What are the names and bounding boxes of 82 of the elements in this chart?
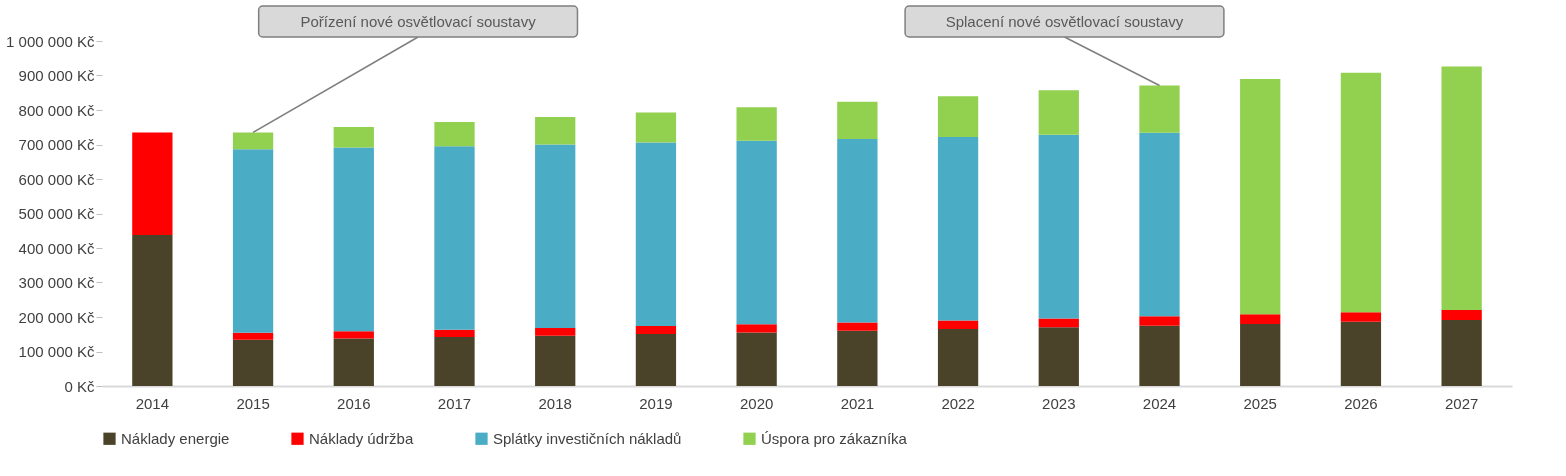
bar	[1038, 134, 1079, 319]
x-tick-label: 2019	[639, 394, 673, 412]
legend-label: Úspora pro zákazníka	[761, 429, 908, 447]
bar	[1340, 72, 1382, 313]
annotation: Pořízení nové osvětlovací soustavy	[300, 13, 537, 30]
bar	[635, 142, 677, 326]
bar	[837, 138, 878, 323]
bar	[333, 331, 374, 339]
bar	[635, 112, 677, 143]
bar	[736, 140, 777, 325]
bar	[132, 234, 173, 386]
x-tick-label: 2027	[1444, 394, 1479, 412]
x-tick-label: 2014	[135, 394, 170, 412]
y-tick-label: 200 000 Kč	[18, 308, 95, 326]
y-tick-label: 500 000 Kč	[18, 205, 95, 222]
bar	[736, 107, 777, 141]
bar	[1441, 310, 1482, 321]
bar	[232, 339, 274, 386]
bar	[1240, 314, 1281, 324]
x-tick-label: 2024	[1142, 394, 1177, 412]
legend-label: Náklady údržba	[309, 429, 414, 447]
bar	[837, 322, 878, 331]
annotation: Splacení nové osvětlovací soustavy	[945, 13, 1184, 30]
bar	[1441, 320, 1482, 386]
bar	[736, 332, 777, 386]
x-tick-label: 2026	[1344, 394, 1378, 412]
y-tick-label: 0 Kč	[64, 377, 95, 395]
bar	[1038, 90, 1079, 135]
bar	[434, 146, 475, 330]
bar	[837, 330, 878, 386]
y-tick-label: 900 000 Kč	[18, 67, 95, 84]
y-tick-label: 600 000 Kč	[18, 170, 95, 188]
y-tick-label: 700 000 Kč	[18, 136, 95, 153]
bar	[333, 338, 374, 386]
x-tick-label: 2016	[337, 394, 371, 412]
bar	[635, 333, 677, 386]
y-tick-label: 1 000 000 Kč	[6, 32, 95, 50]
x-tick-label: 2021	[840, 394, 875, 412]
bar	[434, 122, 475, 147]
x-tick-label: 2020	[739, 394, 774, 412]
bar	[1139, 316, 1180, 326]
bar	[535, 116, 576, 145]
bar	[1139, 325, 1180, 386]
bar	[535, 144, 576, 329]
y-tick-label: 400 000 Kč	[18, 239, 95, 257]
x-tick-label: 2018	[538, 394, 572, 412]
bar	[1139, 132, 1180, 317]
bar	[434, 337, 475, 386]
bar	[937, 320, 979, 330]
bar	[1340, 321, 1382, 386]
x-tick-label: 2015	[236, 394, 270, 412]
bar	[434, 329, 475, 338]
bar	[937, 96, 979, 137]
bar	[232, 132, 274, 150]
bar	[837, 101, 878, 139]
bar	[1240, 78, 1281, 315]
x-tick-label: 2025	[1243, 394, 1277, 412]
bar	[132, 132, 173, 235]
bar	[535, 335, 576, 386]
x-tick-label: 2017	[437, 394, 472, 412]
y-tick-label: 300 000 Kč	[18, 274, 95, 291]
legend-label: Splátky investičních nákladů	[493, 429, 682, 447]
bar	[333, 147, 374, 332]
legend-label: Náklady energie	[121, 429, 230, 447]
bar	[1441, 66, 1482, 311]
bar	[333, 126, 374, 148]
bar	[1038, 327, 1079, 386]
bar	[736, 324, 777, 333]
y-tick-label: 100 000 Kč	[18, 343, 95, 360]
x-tick-label: 2022	[941, 394, 975, 412]
bar	[232, 149, 274, 333]
bar	[937, 136, 979, 321]
bar	[1038, 318, 1079, 328]
bar	[635, 325, 677, 334]
y-tick-label: 800 000 Kč	[18, 101, 95, 119]
bar	[535, 328, 576, 336]
bar	[1139, 85, 1180, 133]
bar	[232, 332, 274, 340]
bar	[1340, 312, 1382, 322]
bar	[937, 329, 979, 386]
x-tick-label: 2023	[1042, 394, 1076, 412]
bar	[1240, 323, 1281, 386]
